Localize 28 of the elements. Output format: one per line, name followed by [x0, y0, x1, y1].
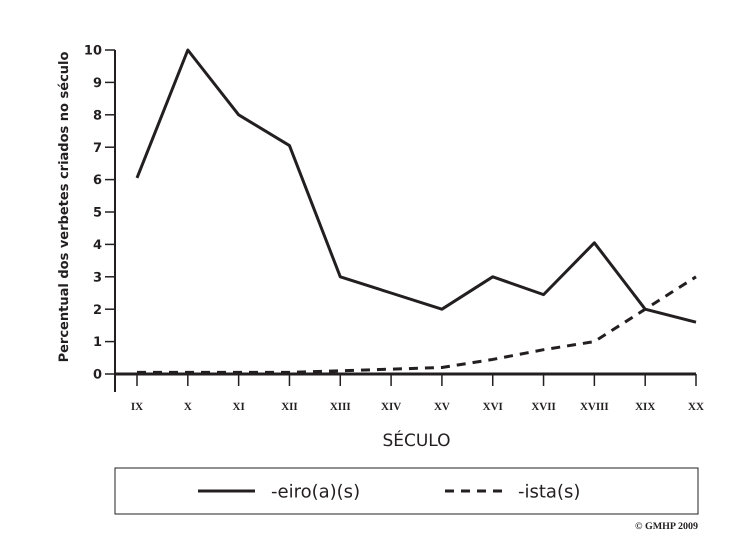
x-tick-label: IX [130, 401, 144, 413]
y-tick-label: 4 [92, 238, 102, 253]
x-axis-title: SÉCULO [382, 430, 451, 451]
x-tick-label: XX [688, 401, 704, 413]
y-axis-title: Percentual dos verbetes criados no século [57, 52, 72, 362]
x-tick-label: XV [434, 401, 450, 413]
y-tick-label: 3 [92, 270, 102, 286]
y-tick-label: 0 [92, 368, 102, 383]
y-tick-label: 1 [92, 335, 102, 350]
x-tick-label: XI [232, 401, 245, 413]
y-tick-label: 8 [92, 108, 102, 124]
y-tick-label: 2 [92, 302, 102, 318]
x-tick-label: XVII [531, 401, 556, 413]
y-tick-label: 9 [92, 76, 102, 91]
x-tick-label: XVI [482, 401, 503, 413]
x-tick-label: XII [281, 401, 298, 413]
x-tick-label: XIX [635, 401, 656, 413]
legend-label: -ista(s) [518, 481, 580, 502]
y-tick-label: 5 [92, 206, 102, 221]
x-tick-label: X [184, 401, 192, 413]
y-tick-label: 6 [92, 173, 102, 188]
y-tick-label: 10 [84, 44, 102, 59]
legend-label: -eiro(a)(s) [271, 481, 360, 502]
text: © GMHP 2009 [634, 521, 698, 532]
x-tick-label: XIV [381, 401, 402, 413]
y-tick-label: 7 [92, 140, 102, 156]
x-tick-label: XVIII [580, 401, 609, 413]
x-tick-label: XIII [330, 401, 351, 413]
